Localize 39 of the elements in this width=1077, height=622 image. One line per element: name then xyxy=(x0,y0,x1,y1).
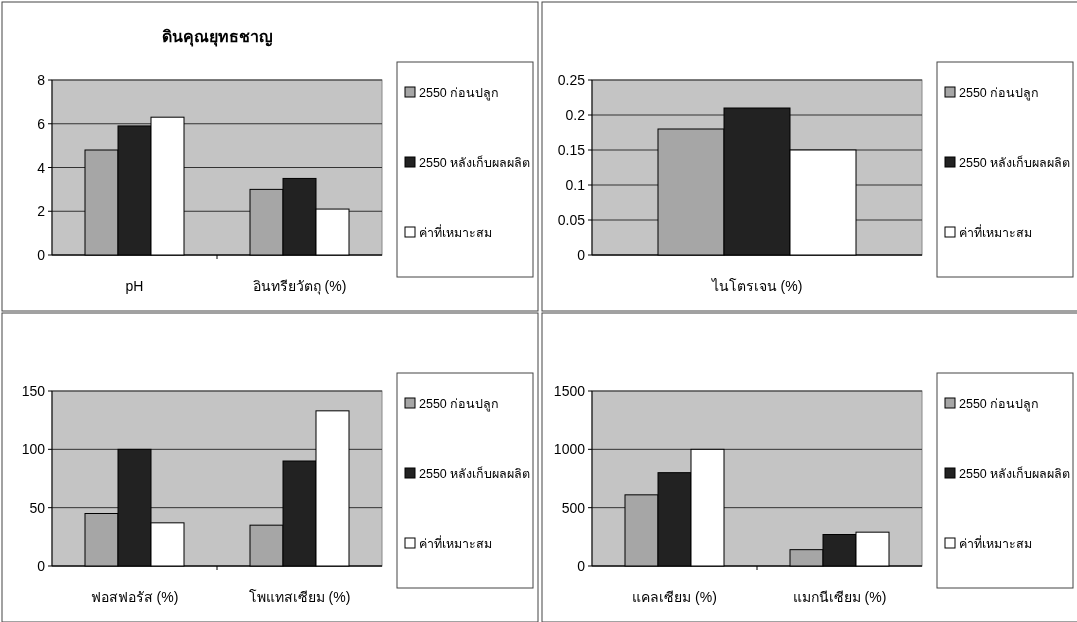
y-tick-label: 2 xyxy=(37,203,46,220)
y-tick-label: 4 xyxy=(37,159,46,176)
y-tick-label: 0.15 xyxy=(557,142,586,158)
y-tick-label: 150 xyxy=(21,383,46,399)
y-tick-label: 0.2 xyxy=(565,107,586,123)
legend-label: ค่าที่เหมาะสม xyxy=(959,224,1032,240)
y-tick-label: 500 xyxy=(561,499,586,516)
legend-label: 2550 หลังเก็บผลผลิต xyxy=(959,466,1071,481)
x-tick-label: ไนโตรเจน (%) xyxy=(710,278,803,294)
y-tick-label: 8 xyxy=(37,72,46,88)
x-tick-label: แคลเซียม (%) xyxy=(632,589,717,605)
y-tick-label: 0 xyxy=(577,558,586,574)
legend-label: 2550 หลังเก็บผลผลิต xyxy=(959,155,1071,170)
legend-label: 2550 ก่อนปลูก xyxy=(419,397,500,412)
legend-label: ค่าที่เหมาะสม xyxy=(419,535,492,551)
x-tick-label: แมกนีเซียม (%) xyxy=(792,589,887,605)
y-tick-label: 0 xyxy=(37,247,46,263)
y-tick-label: 0.05 xyxy=(557,212,586,228)
chart-title: ดินคุณยุทธชาญ xyxy=(161,28,273,47)
legend-label: 2550 ก่อนปลูก xyxy=(959,86,1040,101)
y-tick-label: 50 xyxy=(29,499,46,516)
y-tick-label: 0.1 xyxy=(565,177,586,193)
y-tick-label: 0 xyxy=(37,558,46,574)
legend-label: ค่าที่เหมาะสม xyxy=(959,535,1032,551)
x-tick-label: โพแทสเซียม (%) xyxy=(248,589,351,605)
y-tick-label: 1000 xyxy=(553,441,586,458)
y-tick-label: 0 xyxy=(577,247,586,263)
legend-label: 2550 ก่อนปลูก xyxy=(419,86,500,101)
x-tick-label: ฟอสฟอรัส (%) xyxy=(90,589,179,605)
y-tick-label: 6 xyxy=(37,115,46,132)
legend-label: 2550 หลังเก็บผลผลิต xyxy=(419,466,531,481)
legend-label: ค่าที่เหมาะสม xyxy=(419,224,492,240)
y-tick-label: 0.25 xyxy=(557,72,586,88)
x-tick-label: pH xyxy=(125,278,144,294)
legend-label: 2550 หลังเก็บผลผลิต xyxy=(419,155,531,170)
y-tick-label: 1500 xyxy=(553,383,586,399)
y-tick-label: 100 xyxy=(21,441,46,458)
legend-label: 2550 ก่อนปลูก xyxy=(959,397,1040,412)
x-tick-label: อินทรียวัตถุ (%) xyxy=(252,278,347,295)
